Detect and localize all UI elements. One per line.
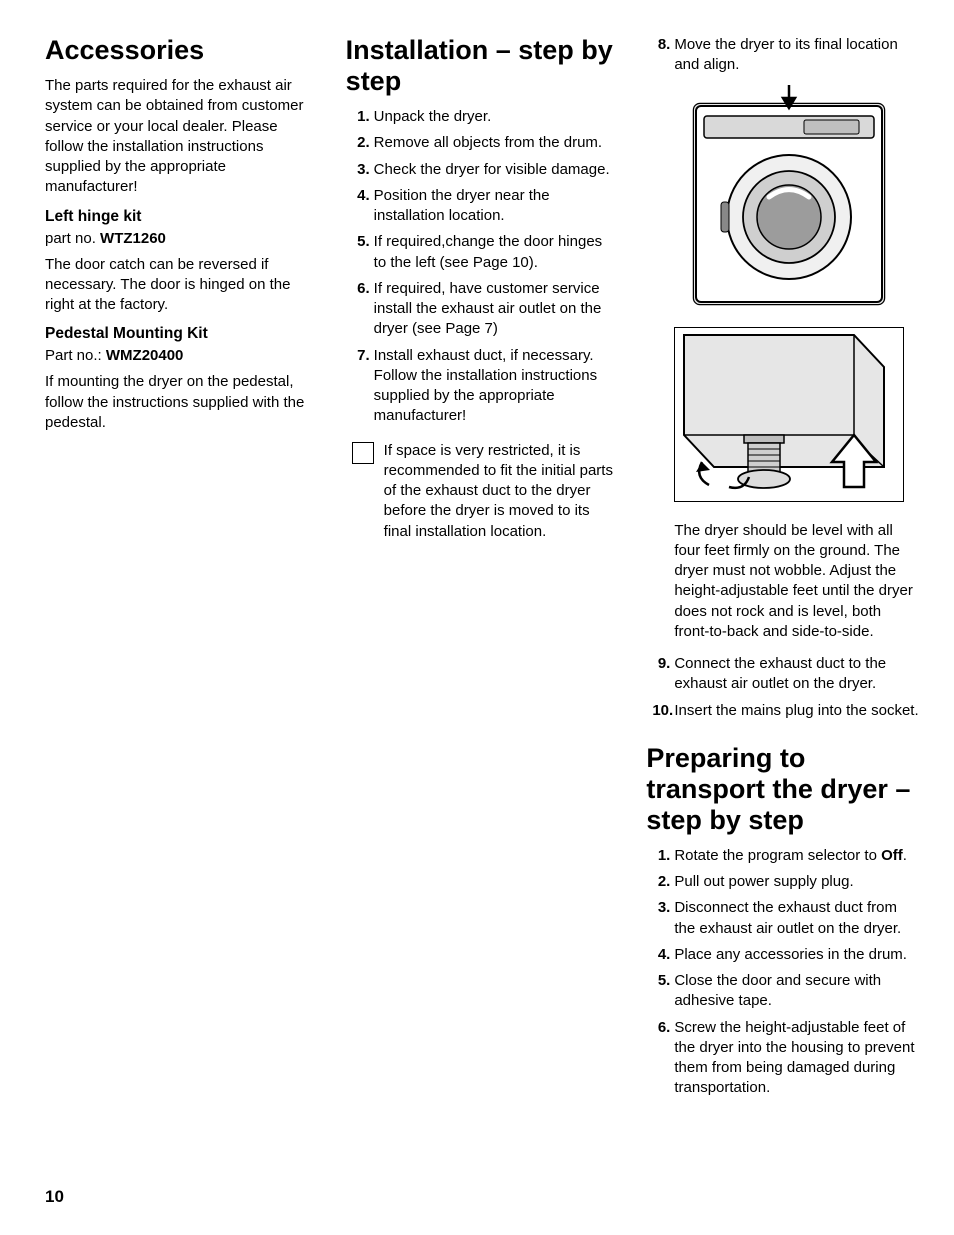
left-hinge-kit-body: The door catch can be reversed if necess… — [45, 255, 318, 316]
install-step: Check the dryer for visible damage. — [346, 160, 619, 180]
partno-value: WTZ1260 — [100, 230, 166, 247]
partno-label: Part no.: — [45, 347, 106, 364]
transport-step: Place any accessories in the drum. — [646, 945, 919, 965]
column-installation: Installation – step by step Unpack the d… — [346, 35, 619, 1105]
note-text: If space is very restricted, it is recom… — [384, 441, 619, 542]
install-step: Remove all objects from the drum. — [346, 133, 619, 153]
accessories-intro: The parts required for the exhaust air s… — [45, 76, 318, 198]
t1c: . — [903, 847, 907, 864]
column-accessories: Accessories The parts required for the e… — [45, 35, 318, 1105]
installation-note: If space is very restricted, it is recom… — [346, 441, 619, 542]
transport-step: Close the door and secure with adhesive … — [646, 971, 919, 1012]
left-hinge-kit-partno: part no. WTZ1260 — [45, 230, 318, 247]
transport-step: Disconnect the exhaust duct from the exh… — [646, 898, 919, 939]
transport-step: Pull out power supply plug. — [646, 872, 919, 892]
install-step: Position the dryer near the installation… — [346, 186, 619, 227]
install-step: If required,change the door hinges to th… — [346, 232, 619, 273]
left-hinge-kit-head: Left hinge kit — [45, 208, 318, 226]
install-step: Connect the exhaust duct to the exhaust … — [646, 654, 919, 695]
pedestal-kit-partno: Part no.: WMZ20400 — [45, 347, 318, 364]
page-columns: Accessories The parts required for the e… — [45, 35, 919, 1105]
pedestal-kit-head: Pedestal Mounting Kit — [45, 325, 318, 343]
accessories-title: Accessories — [45, 35, 318, 66]
partno-value: WMZ20400 — [106, 347, 184, 364]
installation-title: Installation – step by step — [346, 35, 619, 97]
dryer-figure — [674, 82, 919, 317]
adjustable-foot-icon — [674, 327, 904, 502]
install-step: Move the dryer to its final location and… — [646, 35, 919, 76]
level-body: The dryer should be level with all four … — [674, 521, 919, 643]
transport-title: Preparing to transport the dryer – step … — [646, 743, 919, 836]
transport-step: Screw the height-adjustable feet of the … — [646, 1018, 919, 1099]
dryer-front-icon — [674, 82, 904, 312]
installation-steps-cont2: Connect the exhaust duct to the exhaust … — [646, 654, 919, 721]
note-icon — [352, 442, 374, 464]
installation-steps: Unpack the dryer. Remove all objects fro… — [346, 107, 619, 427]
t1a: Rotate the program selector to — [674, 847, 881, 864]
page-number: 10 — [45, 1187, 64, 1207]
dryer-foot-figure — [674, 327, 919, 507]
transport-step: Rotate the program selector to Off. — [646, 846, 919, 866]
pedestal-kit-body: If mounting the dryer on the pedestal, f… — [45, 372, 318, 433]
install-step: If required, have customer service insta… — [346, 279, 619, 340]
installation-steps-cont: Move the dryer to its final location and… — [646, 35, 919, 76]
install-step: Install exhaust duct, if necessary. Foll… — [346, 346, 619, 427]
t1b: Off — [881, 847, 903, 864]
partno-label: part no. — [45, 230, 100, 247]
column-right: Move the dryer to its final location and… — [646, 35, 919, 1105]
install-step: Unpack the dryer. — [346, 107, 619, 127]
transport-steps: Rotate the program selector to Off. Pull… — [646, 846, 919, 1099]
install-step: Insert the mains plug into the socket. — [646, 701, 919, 721]
